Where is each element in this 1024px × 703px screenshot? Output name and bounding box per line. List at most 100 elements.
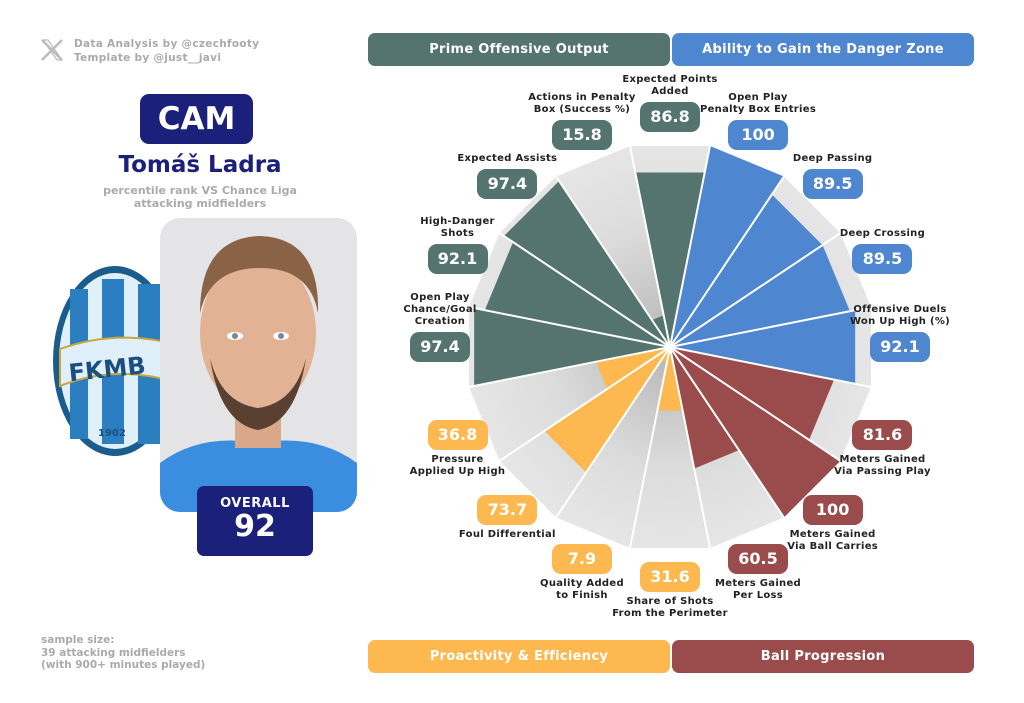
wedge-bar: [670, 347, 841, 518]
value-label: 86.8: [640, 102, 700, 132]
wedge-separator: [498, 232, 671, 348]
wedge-bar: [670, 347, 835, 440]
value-label: 73.7: [477, 494, 538, 525]
wedge-separator: [498, 346, 671, 462]
category-label: Pressure Applied Up High: [410, 454, 506, 478]
banner-danger-zone: Ability to Gain the Danger Zone: [672, 33, 974, 66]
wedge-bar: [670, 347, 739, 469]
category-label-line: Meters Gained: [715, 578, 802, 590]
player-photo: [160, 218, 357, 512]
category-label-line: Quality Added: [540, 578, 624, 590]
wedge-separator: [629, 145, 671, 348]
category-label: High-Danger Shots: [420, 216, 495, 240]
subtitle: percentile rank VS Chance Liga attacking…: [60, 184, 340, 210]
category-label: Quality Added to Finish: [540, 578, 624, 602]
category-label-line: Meters Gained: [839, 454, 926, 466]
credit-template: Template by @just__javi: [74, 52, 222, 64]
category-label: Open Play Chance/Goal Creation: [403, 292, 476, 328]
category-label-line: High-Danger: [420, 215, 495, 227]
club-logo: FKMB 1902: [53, 266, 177, 456]
wedge-background: [630, 347, 710, 549]
category-label: Foul Differential: [459, 529, 556, 541]
value-label: 89.5: [852, 243, 913, 274]
wedge-bar: [503, 180, 670, 347]
sample-line1: sample size:: [41, 634, 115, 646]
category-label: Open Play Penalty Box Entries: [700, 92, 816, 116]
sample-line2: 39 attacking midfielders: [41, 646, 186, 659]
category-label-line: Deep Passing: [792, 153, 873, 165]
category-label-line: Box (Success %): [533, 103, 631, 115]
category-label-line: Won Up High (%): [849, 316, 951, 327]
wedge-bar: [544, 347, 670, 473]
wedge-separator: [669, 306, 872, 348]
category-label: Share of Shots From the Perimeter: [612, 596, 728, 620]
overall-label: OVERALL: [220, 496, 290, 511]
category-label-line: Meters Gained: [789, 528, 876, 540]
wedge-bar: [670, 310, 856, 384]
sample-size-note: sample size: 39 attacking midfielders (w…: [41, 634, 205, 672]
wedge-bar: [596, 347, 670, 389]
category-label-line: From the Perimeter: [612, 608, 728, 619]
category-label-line: to Finish: [556, 590, 608, 602]
category-label-line: Expected Assists: [457, 153, 558, 165]
banner-prime-offensive-output: Prime Offensive Output: [368, 33, 670, 66]
category-label-line: Open Play: [410, 292, 470, 303]
wedge-bar: [670, 194, 823, 347]
category-label-line: Expected Points: [622, 74, 718, 85]
category-label: Deep Passing: [793, 153, 873, 165]
wedge-separator: [468, 346, 671, 388]
category-label-line: Via Passing Play: [834, 466, 931, 478]
value-label: 89.5: [802, 169, 863, 200]
category-label-line: Foul Differential: [458, 528, 556, 540]
value-label: 15.8: [551, 119, 612, 150]
category-label: Meters Gained Via Passing Play: [834, 454, 931, 478]
category-label-line: Deep Crossing: [839, 227, 926, 239]
category-label-line: Actions in Penalty: [528, 91, 636, 103]
category-label: Meters Gained Via Ball Carries: [787, 529, 878, 553]
wedge-bar: [657, 347, 683, 411]
category-label-line: Creation: [414, 316, 466, 327]
category-label-line: Share of Shots: [626, 596, 714, 607]
credit-analysis: Data Analysis by @czechfooty: [74, 38, 260, 50]
value-label: 36.8: [427, 420, 488, 451]
value-label: 100: [728, 119, 789, 150]
svg-text:1902: 1902: [98, 428, 126, 439]
wedge-bar: [670, 145, 784, 347]
category-label: Expected Points Added: [622, 74, 717, 98]
banner-proactivity-efficiency: Proactivity & Efficiency: [368, 640, 670, 673]
subtitle-line1: percentile rank VS Chance Liga: [103, 184, 297, 197]
category-label-line: Pressure: [431, 454, 484, 466]
category-label-line: Applied Up High: [409, 466, 506, 478]
overall-value: 92: [234, 509, 276, 544]
wedge-background: [556, 347, 670, 549]
value-label: 92.1: [870, 332, 930, 362]
value-label: 60.5: [728, 544, 789, 575]
wedge-separator: [669, 346, 872, 388]
category-label: Meters Gained Per Loss: [715, 578, 801, 602]
wedge-separator: [555, 175, 671, 348]
category-label: Expected Assists: [457, 153, 557, 165]
wedge-separator: [669, 346, 842, 462]
wedge-separator: [669, 232, 842, 348]
category-label-line: Offensive Duels: [853, 304, 947, 315]
wedge-separator: [555, 346, 671, 519]
x-logo-icon: [41, 39, 64, 61]
wedge-separator: [669, 175, 785, 348]
wedge-bar: [670, 245, 850, 347]
credits: Data Analysis by @czechfooty Template by…: [74, 37, 259, 65]
wedge-bar: [635, 172, 705, 347]
wedge-separator: [669, 145, 711, 348]
category-label-line: Shots: [440, 227, 475, 239]
overall-badge: OVERALL 92: [197, 486, 313, 556]
wedge-separator: [669, 346, 711, 549]
category-label: Actions in Penalty Box (Success %): [528, 92, 635, 116]
category-label: Offensive Duels Won Up High (%): [850, 304, 950, 328]
position-badge: CAM: [140, 94, 253, 144]
wedge-separator: [669, 346, 785, 519]
category-label-line: Via Ball Carries: [787, 540, 879, 552]
wedge-separator: [468, 306, 671, 348]
value-label: 97.4: [410, 332, 470, 362]
value-label: 97.4: [477, 169, 538, 200]
category-label-line: Added: [651, 86, 689, 97]
